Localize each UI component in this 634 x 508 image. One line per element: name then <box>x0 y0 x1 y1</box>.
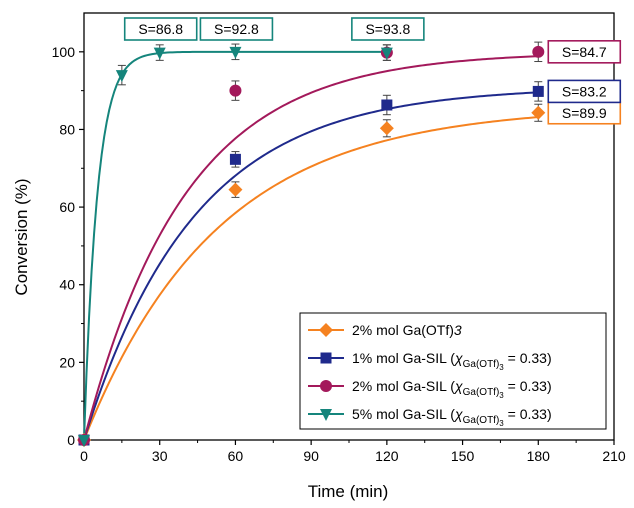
legend-label: 2% mol Ga-SIL (χGa(OTf)3 = 0.33) <box>352 378 552 400</box>
legend-text-sub: Ga(OTf) <box>463 387 500 398</box>
data-point-3 <box>229 84 242 97</box>
x-tick-label: 120 <box>375 448 399 464</box>
y-tick-label: 100 <box>52 44 76 60</box>
data-point-4 <box>115 70 128 83</box>
selectivity-label-box <box>547 79 622 104</box>
selectivity-label: S=83.2 <box>562 83 607 99</box>
data-point-4 <box>380 47 393 60</box>
legend-text-sub: Ga(OTf) <box>463 359 500 370</box>
legend-text-tail: = 0.33) <box>504 350 552 366</box>
fit-curve-3 <box>83 55 539 441</box>
data-point-1 <box>228 182 243 197</box>
legend-text-tail: = 0.33) <box>504 406 552 422</box>
legend-label: 1% mol Ga-SIL (χGa(OTf)3 = 0.33) <box>352 350 552 372</box>
legend-text-chi: χ <box>453 350 463 366</box>
legend-text-main: 1% mol Ga-SIL ( <box>352 350 455 366</box>
data-point-4 <box>153 47 166 60</box>
y-axis-title: Conversion (%) <box>12 178 31 295</box>
data-point-1 <box>531 105 546 120</box>
legend-marker <box>320 380 332 392</box>
legend-text-tail: = 0.33) <box>504 378 552 394</box>
x-tick-label: 0 <box>80 448 88 464</box>
data-point-2 <box>532 85 544 97</box>
legend-entry-4: 5% mol Ga-SIL (χGa(OTf)3 = 0.33) <box>308 406 552 428</box>
data-point-4 <box>78 435 90 447</box>
y-tick-label: 40 <box>59 277 75 293</box>
legend-entry-1: 2% mol Ga(OTf)3 <box>308 322 462 338</box>
legend-box <box>299 312 607 430</box>
data-point-1 <box>379 121 394 136</box>
selectivity-label-box <box>547 40 622 64</box>
legend-text-main: 5% mol Ga-SIL ( <box>352 406 455 422</box>
x-axis-title: Time (min) <box>308 482 389 501</box>
legend-text-subsub: 3 <box>499 391 504 400</box>
legend-text-main: 2% mol Ga-SIL ( <box>352 378 455 394</box>
x-tick-label: 210 <box>602 448 626 464</box>
x-tick-label: 180 <box>527 448 551 464</box>
selectivity-label: S=86.8 <box>138 21 183 37</box>
x-tick-label: 150 <box>451 448 475 464</box>
selectivity-label-box <box>199 17 274 41</box>
legend-text-sub: Ga(OTf) <box>463 415 500 426</box>
legend-text-chi: χ <box>453 406 463 422</box>
legend-marker <box>320 409 332 421</box>
y-tick-label: 0 <box>67 432 75 448</box>
legend-marker <box>319 323 333 337</box>
legend-text-chi: 3 <box>454 322 462 338</box>
selectivity-label: S=92.8 <box>214 21 259 37</box>
legend-label: 5% mol Ga-SIL (χGa(OTf)3 = 0.33) <box>352 406 552 428</box>
legend-text-main: 2% mol Ga(OTf) <box>352 322 454 338</box>
y-tick-label: 60 <box>59 199 75 215</box>
data-point-2 <box>229 153 241 165</box>
data-point-4 <box>229 46 242 59</box>
x-tick-label: 30 <box>152 448 168 464</box>
selectivity-label: S=84.7 <box>562 44 607 60</box>
data-point-2 <box>381 99 393 111</box>
legend-entry-3: 2% mol Ga-SIL (χGa(OTf)3 = 0.33) <box>308 378 552 400</box>
legend-text-subsub: 3 <box>499 363 504 372</box>
legend-text-chi: χ <box>453 378 463 394</box>
selectivity-label-box <box>123 17 198 41</box>
legend-marker <box>320 352 332 364</box>
fit-curve-1 <box>83 116 539 441</box>
legend-text-subsub: 3 <box>499 419 504 428</box>
y-tick-label: 20 <box>59 354 75 370</box>
x-tick-label: 90 <box>303 448 319 464</box>
selectivity-label: S=89.9 <box>562 105 607 121</box>
x-tick-label: 60 <box>228 448 244 464</box>
legend-label: 2% mol Ga(OTf)3 <box>352 322 462 338</box>
fit-curve-2 <box>83 91 539 441</box>
data-point-3 <box>532 45 545 58</box>
selectivity-label-box <box>351 17 425 41</box>
selectivity-label: S=93.8 <box>365 21 410 37</box>
legend-entry-2: 1% mol Ga-SIL (χGa(OTf)3 = 0.33) <box>308 350 552 372</box>
y-tick-label: 80 <box>59 121 75 137</box>
